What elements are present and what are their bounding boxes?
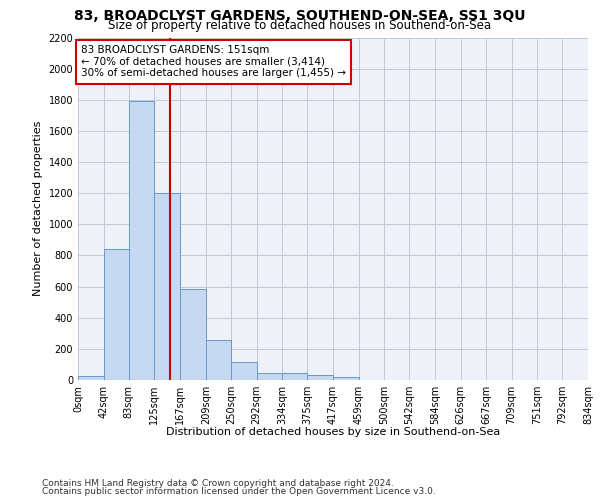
Bar: [78, 376, 104, 380]
Bar: [104, 249, 129, 380]
Bar: [206, 340, 231, 380]
Bar: [282, 372, 307, 380]
Bar: [154, 193, 180, 380]
Text: Contains HM Land Registry data © Crown copyright and database right 2024.: Contains HM Land Registry data © Crown c…: [42, 478, 394, 488]
Bar: [129, 102, 154, 380]
Bar: [180, 289, 206, 380]
Text: 83, BROADCLYST GARDENS, SOUTHEND-ON-SEA, SS1 3QU: 83, BROADCLYST GARDENS, SOUTHEND-ON-SEA,…: [74, 9, 526, 23]
Bar: [307, 376, 333, 380]
Text: 83 BROADCLYST GARDENS: 151sqm
← 70% of detached houses are smaller (3,414)
30% o: 83 BROADCLYST GARDENS: 151sqm ← 70% of d…: [81, 46, 346, 78]
Text: Contains public sector information licensed under the Open Government Licence v3: Contains public sector information licen…: [42, 487, 436, 496]
Text: Size of property relative to detached houses in Southend-on-Sea: Size of property relative to detached ho…: [109, 19, 491, 32]
Bar: [231, 362, 257, 380]
X-axis label: Distribution of detached houses by size in Southend-on-Sea: Distribution of detached houses by size …: [166, 427, 500, 437]
Bar: [257, 372, 282, 380]
Y-axis label: Number of detached properties: Number of detached properties: [33, 121, 43, 296]
Bar: [333, 377, 359, 380]
